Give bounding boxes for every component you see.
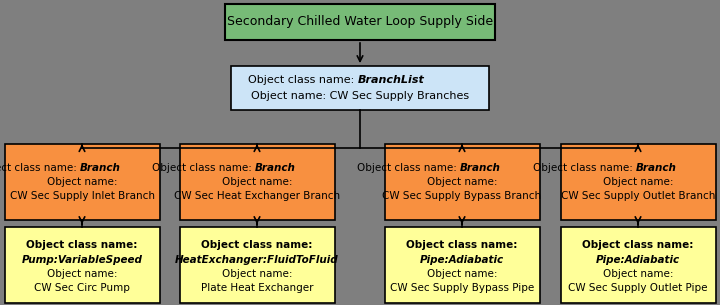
- Text: Secondary Chilled Water Loop Supply Side: Secondary Chilled Water Loop Supply Side: [227, 16, 493, 28]
- Text: Pipe:Adiabatic: Pipe:Adiabatic: [596, 255, 680, 265]
- Text: Branch: Branch: [255, 163, 296, 173]
- Text: Object class name:: Object class name:: [406, 241, 518, 250]
- Bar: [384, 144, 539, 220]
- Text: CW Sec Supply Outlet Pipe: CW Sec Supply Outlet Pipe: [568, 283, 708, 293]
- Text: Object name:: Object name:: [222, 269, 292, 279]
- Text: CW Sec Supply Inlet Branch: CW Sec Supply Inlet Branch: [9, 191, 155, 201]
- Text: Object class name:: Object class name:: [27, 241, 138, 250]
- Text: Pipe:Adiabatic: Pipe:Adiabatic: [420, 255, 504, 265]
- Text: CW Sec Supply Outlet Branch: CW Sec Supply Outlet Branch: [561, 191, 715, 201]
- Bar: [384, 227, 539, 303]
- Text: Object name:: Object name:: [427, 269, 498, 279]
- Bar: [225, 4, 495, 40]
- Text: Object class name:: Object class name:: [582, 241, 693, 250]
- Bar: [560, 227, 716, 303]
- Bar: [179, 144, 335, 220]
- Bar: [560, 144, 716, 220]
- Bar: [179, 227, 335, 303]
- Text: CW Sec Circ Pump: CW Sec Circ Pump: [34, 283, 130, 293]
- Text: Object class name:: Object class name:: [248, 75, 358, 85]
- Text: HeatExchanger:FluidToFluid: HeatExchanger:FluidToFluid: [175, 255, 339, 265]
- Text: CW Sec Supply Bypass Branch: CW Sec Supply Bypass Branch: [382, 191, 541, 201]
- Text: Pump:VariableSpeed: Pump:VariableSpeed: [22, 255, 143, 265]
- Text: Object name: CW Sec Supply Branches: Object name: CW Sec Supply Branches: [251, 91, 469, 101]
- Text: Object name:: Object name:: [47, 177, 117, 187]
- Text: Object name:: Object name:: [427, 177, 498, 187]
- Text: BranchList: BranchList: [358, 75, 425, 85]
- Text: Object class name:: Object class name:: [152, 163, 255, 173]
- Bar: [231, 66, 489, 110]
- Text: Branch: Branch: [80, 163, 121, 173]
- Text: CW Sec Supply Bypass Pipe: CW Sec Supply Bypass Pipe: [390, 283, 534, 293]
- Text: Object class name:: Object class name:: [357, 163, 460, 173]
- Text: CW Sec Heat Exchanger Branch: CW Sec Heat Exchanger Branch: [174, 191, 340, 201]
- Text: Object name:: Object name:: [603, 269, 673, 279]
- Text: Object name:: Object name:: [603, 177, 673, 187]
- Text: Object class name:: Object class name:: [533, 163, 636, 173]
- Text: Object class name:: Object class name:: [0, 163, 80, 173]
- Bar: [4, 227, 160, 303]
- Text: Object name:: Object name:: [47, 269, 117, 279]
- Text: Branch: Branch: [460, 163, 501, 173]
- Text: Plate Heat Exchanger: Plate Heat Exchanger: [201, 283, 313, 293]
- Text: Object name:: Object name:: [222, 177, 292, 187]
- Text: Object class name:: Object class name:: [202, 241, 312, 250]
- Bar: [4, 144, 160, 220]
- Text: Branch: Branch: [636, 163, 677, 173]
